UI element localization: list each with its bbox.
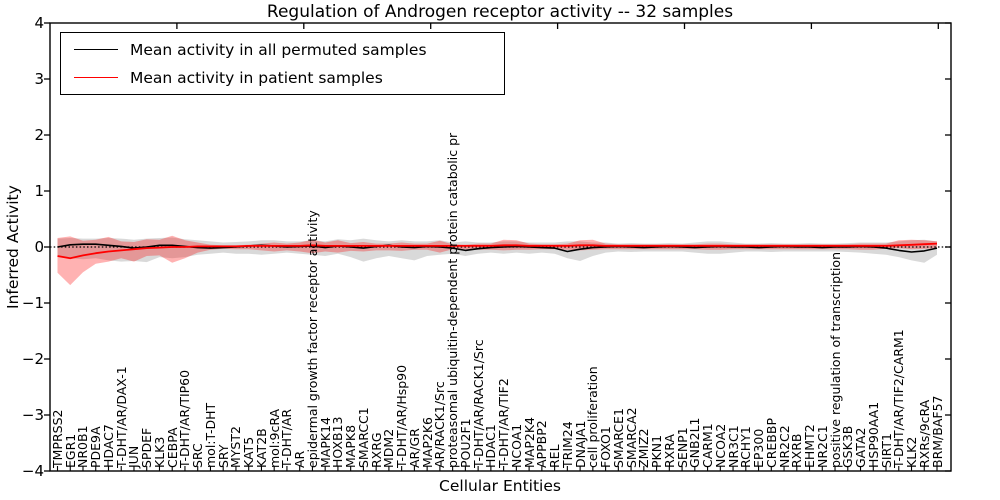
x-tick-label: NR2C1 xyxy=(814,425,830,468)
x-tick-label: AR/GR xyxy=(406,428,422,468)
x-tick-label: RXRs/9cRA xyxy=(916,399,932,468)
x-tick-label: RXRA xyxy=(661,434,677,468)
x-tick-label: NCOA1 xyxy=(508,423,524,468)
x-tick-label: epidermal growth factor receptor activit… xyxy=(304,210,320,468)
y-tick-label: 2 xyxy=(34,126,44,144)
y-tick-label: 3 xyxy=(34,70,44,88)
x-tick-label: NCOA2 xyxy=(712,423,728,468)
legend-entry-permuted: Mean activity in all permuted samples xyxy=(74,40,504,60)
legend-entry-patient: Mean activity in patient samples xyxy=(74,68,504,88)
legend-label-permuted: Mean activity in all permuted samples xyxy=(130,40,427,59)
chart-title: Regulation of Androgen receptor activity… xyxy=(266,2,734,22)
x-axis-label: Cellular Entities xyxy=(439,477,561,495)
y-tick-label: −2 xyxy=(21,350,44,368)
y-tick-label: 4 xyxy=(34,14,44,32)
x-tick-label: KAT2B xyxy=(253,428,269,468)
x-tick-label: HSP90AA1 xyxy=(865,401,881,468)
x-tick-label: SMARCC1 xyxy=(355,407,371,468)
x-tick-label: SMARCE1 xyxy=(610,408,626,468)
y-tick-label: −3 xyxy=(21,406,44,424)
x-tick-label: CREBBP xyxy=(763,418,779,468)
legend-label-patient: Mean activity in patient samples xyxy=(130,68,383,87)
x-tick-label: TRIM24 xyxy=(559,421,575,468)
legend-line-red-icon xyxy=(74,77,118,78)
x-tick-label: mol:T-DHT xyxy=(202,402,218,468)
permuted-std-band xyxy=(57,237,937,263)
legend-line-black-icon xyxy=(74,49,118,50)
y-tick-label: −4 xyxy=(21,462,44,480)
x-tick-label: BRM/BAF57 xyxy=(929,395,945,468)
patient-std-band xyxy=(57,235,937,286)
x-tick-label: POU2F1 xyxy=(457,418,473,468)
patient-mean-line xyxy=(57,242,938,260)
y-tick-label: 1 xyxy=(34,182,44,200)
legend: Mean activity in all permuted samples Me… xyxy=(60,32,505,95)
y-tick-label: 0 xyxy=(34,238,44,256)
y-tick-label: −1 xyxy=(21,294,44,312)
